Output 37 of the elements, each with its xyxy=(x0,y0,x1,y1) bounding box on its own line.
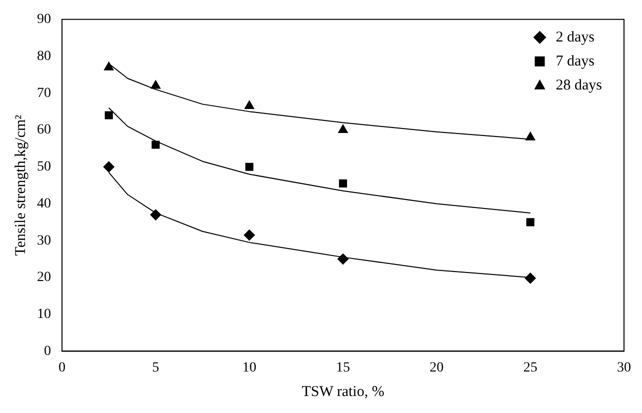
y-tick-label: 40 xyxy=(37,196,51,212)
y-tick-label: 50 xyxy=(37,160,51,175)
y-axis-title: Tensile strength,kg/cm² xyxy=(12,114,29,256)
point xyxy=(244,100,254,110)
x-tick-label: 0 xyxy=(58,360,66,376)
x-tick-label: 15 xyxy=(336,360,350,376)
x-tick-label: 20 xyxy=(430,360,444,376)
y-tick-label: 20 xyxy=(37,270,51,286)
legend-label: 28 days xyxy=(556,77,602,94)
y-tick-label: 60 xyxy=(37,122,51,138)
y-tick-label: 70 xyxy=(37,86,51,101)
y-tick-label: 10 xyxy=(37,307,51,322)
point xyxy=(526,218,534,226)
point xyxy=(104,111,113,120)
point xyxy=(150,80,160,89)
x-tick-label: 10 xyxy=(242,360,256,376)
x-tick-label: 30 xyxy=(617,360,631,376)
point xyxy=(245,162,254,171)
y-tick-label: 30 xyxy=(37,233,51,248)
point xyxy=(526,132,536,140)
point xyxy=(338,124,348,133)
x-axis-title: TSW ratio, % xyxy=(302,384,384,400)
point xyxy=(150,209,162,220)
x-tick-label: 5 xyxy=(152,360,160,376)
point xyxy=(152,140,160,149)
point xyxy=(524,272,536,284)
point xyxy=(338,179,348,188)
point xyxy=(244,230,255,241)
y-tick-label: 90 xyxy=(37,12,51,28)
y-tick-label: 0 xyxy=(44,344,51,359)
y-tick-label: 80 xyxy=(37,48,51,64)
x-tick-label: 25 xyxy=(523,360,538,376)
point xyxy=(104,62,114,70)
point xyxy=(338,254,348,265)
legend-label: 7 days xyxy=(556,53,595,70)
legend-label: 2 days xyxy=(556,29,595,46)
point xyxy=(103,161,114,172)
